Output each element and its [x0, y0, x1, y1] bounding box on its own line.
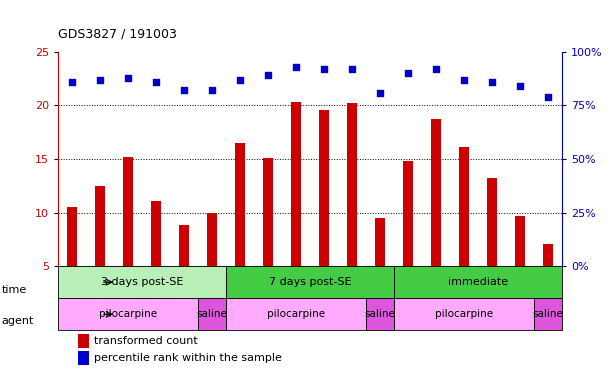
Point [291, 64, 301, 70]
Bar [431, 119, 441, 266]
Bar [319, 110, 329, 266]
Bar [207, 212, 217, 266]
Bar [78, 334, 89, 348]
Point [431, 66, 441, 72]
Text: saline: saline [533, 309, 563, 319]
Text: percentile rank within the sample: percentile rank within the sample [94, 353, 282, 363]
Text: saline: saline [365, 309, 395, 319]
Bar [403, 161, 413, 266]
Text: agent: agent [2, 316, 34, 326]
Point [235, 77, 245, 83]
Point [515, 83, 525, 89]
Bar [198, 298, 226, 330]
Point [375, 89, 385, 96]
Bar [179, 225, 189, 266]
Bar [226, 266, 394, 298]
Text: 7 days post-SE: 7 days post-SE [269, 277, 351, 287]
Bar [58, 298, 198, 330]
Point [67, 79, 77, 85]
Point [487, 79, 497, 85]
Text: time: time [2, 285, 27, 295]
Bar [375, 218, 385, 266]
Point [459, 77, 469, 83]
Bar [291, 102, 301, 266]
Point [151, 79, 161, 85]
Point [95, 77, 105, 83]
Text: pilocarpine: pilocarpine [435, 309, 493, 319]
Bar [487, 178, 497, 266]
Bar [67, 207, 77, 266]
Bar [366, 298, 394, 330]
Point [263, 72, 273, 78]
Point [319, 66, 329, 72]
Bar [543, 243, 553, 266]
Text: 3 days post-SE: 3 days post-SE [101, 277, 183, 287]
Bar [394, 266, 562, 298]
Text: GDS3827 / 191003: GDS3827 / 191003 [58, 27, 177, 40]
Bar [534, 298, 562, 330]
Text: immediate: immediate [448, 277, 508, 287]
Bar [515, 216, 525, 266]
Bar [78, 351, 89, 365]
Bar [58, 266, 226, 298]
Text: transformed count: transformed count [94, 336, 198, 346]
Point [179, 87, 189, 93]
Bar [347, 103, 357, 266]
Bar [394, 298, 534, 330]
Bar [263, 158, 273, 266]
Text: pilocarpine: pilocarpine [267, 309, 325, 319]
Text: pilocarpine: pilocarpine [99, 309, 157, 319]
Point [207, 87, 217, 93]
Point [543, 94, 553, 100]
Bar [226, 298, 366, 330]
Point [347, 66, 357, 72]
Bar [235, 143, 245, 266]
Point [403, 70, 413, 76]
Bar [95, 186, 105, 266]
Bar [123, 157, 133, 266]
Bar [151, 201, 161, 266]
Bar [459, 147, 469, 266]
Point [123, 74, 133, 81]
Text: saline: saline [197, 309, 227, 319]
